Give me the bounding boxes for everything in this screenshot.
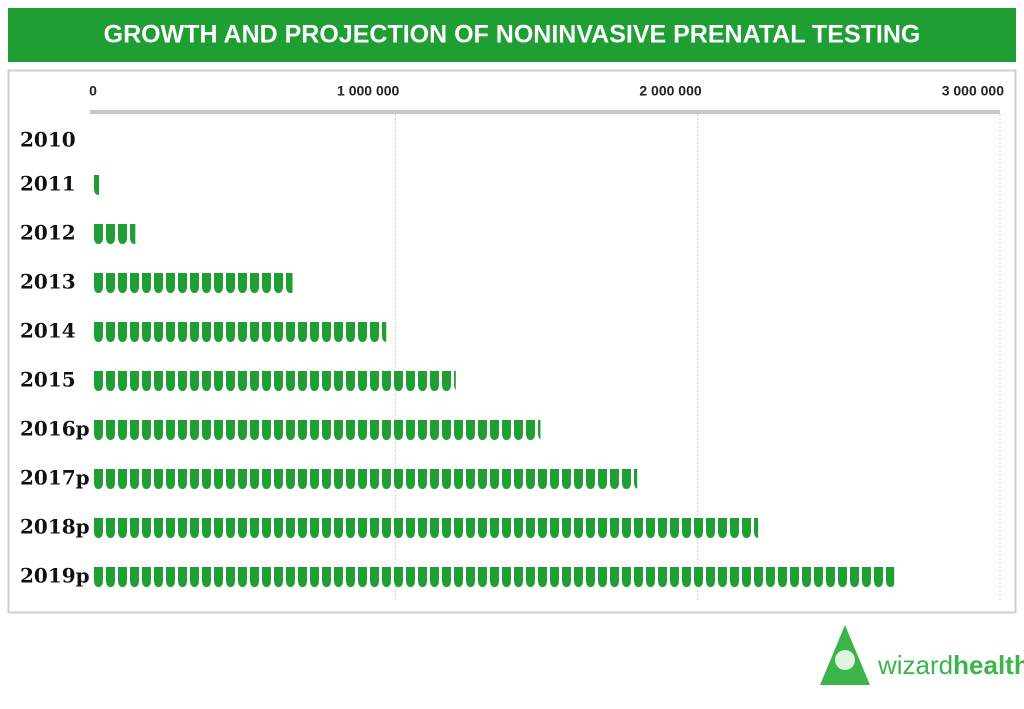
logo: wizardhealth [820, 625, 1024, 685]
bar-group [93, 469, 638, 489]
y-tick-label: 2017p [20, 466, 90, 490]
bar [93, 567, 895, 587]
x-tick-label: 3 000 000 [942, 83, 1004, 99]
bar [93, 420, 541, 440]
x-tick-label: 0 [89, 83, 97, 99]
chart-title: GROWTH AND PROJECTION OF NONINVASIVE PRE… [104, 21, 921, 49]
y-tick-label: 2012 [20, 221, 76, 245]
y-tick-label: 2018p [20, 515, 90, 539]
bar-group [93, 175, 100, 195]
bar-group [93, 567, 895, 587]
bar-group [93, 518, 759, 538]
x-tick-label: 2 000 000 [639, 83, 701, 99]
bar-group [93, 322, 387, 342]
bar [93, 273, 293, 293]
y-tick-label: 2019p [20, 564, 90, 588]
y-tick-label: 2015 [20, 368, 76, 392]
bar [93, 175, 100, 195]
x-tick-label: 1 000 000 [337, 83, 399, 99]
y-tick-label: 2013 [20, 270, 76, 294]
logo-text: wizardhealth [877, 650, 1024, 680]
title-banner [8, 8, 1016, 62]
logo-prefix: wizard [877, 650, 953, 680]
bar [93, 518, 759, 538]
bar [93, 322, 387, 342]
bar [93, 371, 456, 391]
chart-frame [7, 69, 1017, 614]
y-tick-label: 2016p [20, 417, 90, 441]
bar [93, 224, 136, 244]
bar-group [93, 420, 541, 440]
y-tick-label: 2011 [20, 172, 76, 196]
bar-group [93, 224, 136, 244]
bar-group [93, 371, 456, 391]
bar [93, 469, 638, 489]
logo-face [835, 650, 855, 670]
logo-suffix: health [953, 650, 1024, 680]
y-tick-label: 2010 [20, 128, 76, 152]
y-tick-label: 2014 [20, 319, 76, 343]
bar-group [93, 273, 293, 293]
